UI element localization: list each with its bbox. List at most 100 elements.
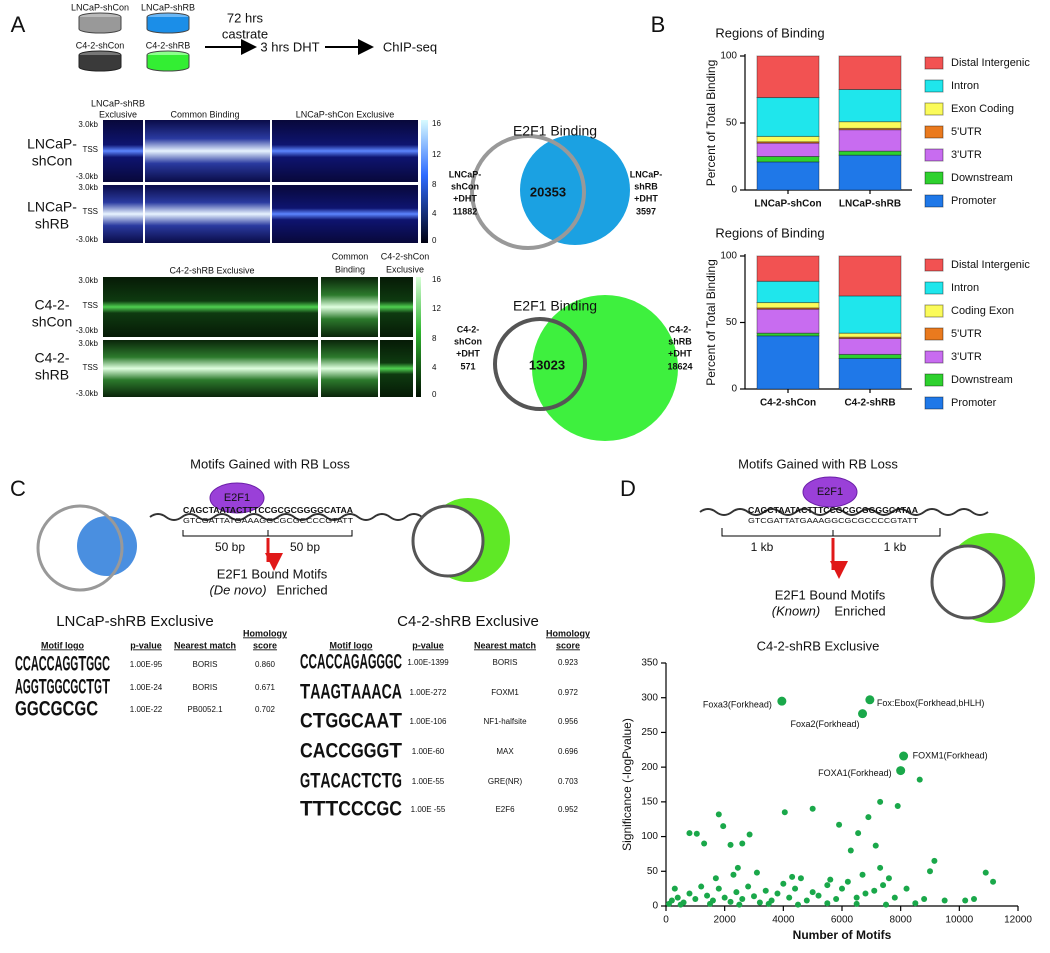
logo-letter: A [392,681,402,704]
bar-segment [756,97,820,137]
legend-label: 5'UTR [951,328,982,340]
label: 1.00E-60 [412,747,445,756]
logo-letter: C [351,798,364,821]
label: GRE(NR) [488,777,523,786]
label: C4-2- [669,324,692,334]
x-tick-label: 2000 [714,915,737,926]
heatmap-header: LNCaP-shCon Exclusive [296,109,395,119]
x-tick-label: 8000 [890,915,913,926]
y-tick-label: 200 [641,762,658,773]
point [746,831,753,838]
label: p-value [130,640,162,650]
label: Enriched [834,603,885,618]
point [780,880,787,887]
point [877,798,884,805]
label: MAX [496,747,514,756]
logo-letter: A [341,770,351,793]
y-tick-label: 100 [641,831,658,842]
label: 1.00E-22 [130,705,163,714]
logo-letter: G [338,710,351,733]
logo-letter: A [313,740,326,763]
x-tick-label: 4000 [772,915,795,926]
label: 18624 [667,361,692,371]
heatmap-header: Binding [335,264,365,274]
point [795,901,801,908]
label: E2F1 [224,492,250,504]
label: shCon [454,336,482,346]
logo-letter: C [382,681,392,704]
point [859,871,866,878]
point [789,873,796,880]
point [665,900,672,907]
venn-circle [411,504,485,578]
logo-letter: C [389,798,402,821]
logo-letter: G [70,676,78,699]
point [853,900,860,907]
logo-letter: G [351,740,364,763]
label: 1 kb [884,540,907,554]
y-tick-label: 350 [641,658,658,669]
heatmap-cell [272,185,418,243]
annotation: Fox:Ebox(Forkhead,bHLH) [877,698,985,708]
annotation: Foxa3(Forkhead) [703,700,772,710]
point [891,894,898,901]
logo-letter: T [326,798,339,821]
y-tick-label: 0 [731,185,737,196]
logo-letter: G [70,653,78,676]
logo-letter: G [377,651,386,674]
point [715,885,722,892]
sequence: GTCGATTATGAAAGGCGCGCCCCGTATT [748,518,919,525]
row-label: shCon [32,314,72,330]
logo-letter: G [331,681,341,704]
colorbar-tick: 16 [432,275,441,284]
bar-segment [838,255,902,297]
label: LNCaP-shRB Exclusive [56,613,214,630]
bar-segment [756,55,820,99]
point [990,878,997,885]
dna [699,508,989,516]
legend-swatch [924,171,944,185]
logo-letter: G [368,651,377,674]
point [704,892,711,899]
logo-letter: T [313,710,326,733]
logo-letter: A [55,653,63,676]
logo-letter: C [338,798,351,821]
logo-letter: T [300,798,313,821]
logo-letter: T [341,681,351,704]
heatmap-cell [145,185,270,243]
logo-letter: T [102,676,110,699]
bar-segment [756,302,820,309]
bar-segment [756,308,820,334]
point [786,894,793,901]
logo-letter: T [389,740,402,763]
legend-swatch [924,102,944,116]
point [862,890,869,897]
point [971,896,977,903]
x-tick-label: C4-2-shRB [844,398,895,409]
logo-letter: C [300,651,309,674]
panel-label: C [10,476,26,501]
point [883,901,889,908]
logo-letter: G [55,676,63,699]
colorbar-tick: 0 [432,236,437,245]
x-tick-label: 6000 [831,915,854,926]
point [730,871,737,878]
bar-segment [838,337,902,355]
cylinder [146,55,190,72]
point [916,776,923,783]
label: Nearest match [474,640,536,650]
point [865,814,872,821]
logo-letter: A [364,710,377,733]
logo-letter: A [343,651,352,674]
legend-swatch [924,281,944,295]
sequence: CAGCTAATACTTTCCGCGCGGGGCATAA [748,506,918,515]
point [865,695,875,705]
label: 1.00E-1399 [407,658,449,667]
cylinder [78,17,122,34]
heatmap-cell [380,340,413,397]
label: Motifs Gained with RB Loss [738,456,898,471]
colorbar-tick: 8 [432,180,437,189]
point [894,803,901,810]
logo-letter: T [313,798,326,821]
axis-title: Significance (-logPvalue) [620,718,634,851]
